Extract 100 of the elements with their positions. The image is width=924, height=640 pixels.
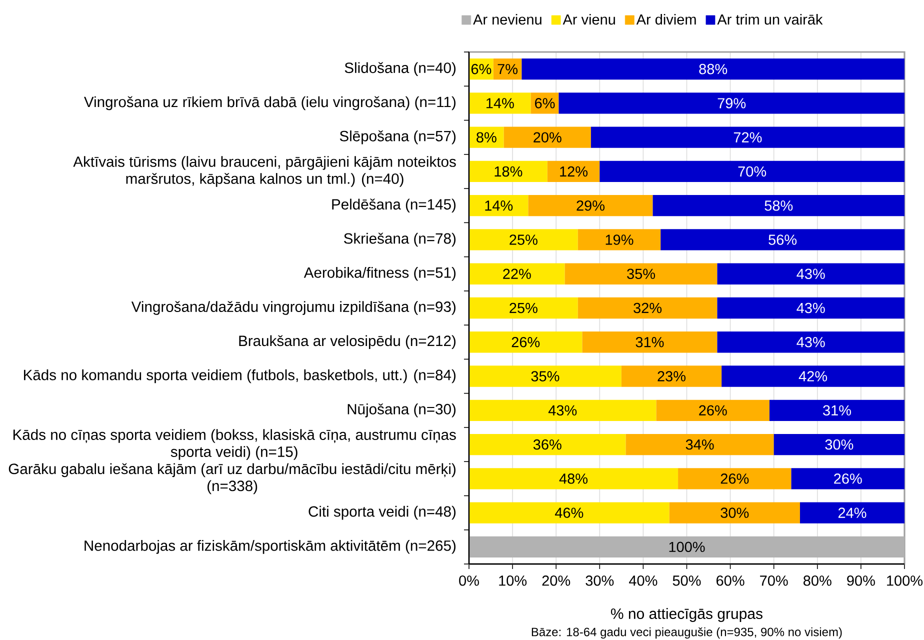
data-label: 22% [503, 268, 531, 279]
x-tick-label: 50% [672, 576, 701, 586]
data-label: 43% [796, 302, 825, 314]
bar [578, 297, 718, 319]
bar [468, 297, 578, 319]
bar [468, 400, 656, 421]
data-label: 30% [720, 508, 749, 518]
data-label: 36% [533, 439, 562, 450]
data-label: 46% [554, 508, 584, 518]
y-tick-label: Vingrošana uz rīkiem brīvā dabā (ielu vingrošana) (n=11) [84, 96, 456, 110]
x-tick-label: 80% [804, 576, 832, 586]
x-tick-label: 40% [629, 576, 658, 586]
bar [504, 126, 591, 148]
bar [468, 332, 582, 353]
bar [522, 58, 904, 80]
data-label: 56% [768, 234, 797, 245]
x-tick-label: 90% [847, 576, 875, 586]
bar [547, 160, 600, 182]
data-label: 7% [498, 64, 518, 74]
data-label: 42% [798, 371, 828, 382]
data-label: 26% [512, 336, 540, 348]
bar [590, 126, 904, 148]
legend-label: Ar nevienu [473, 14, 542, 25]
y-tick-label: Braukšana ar velosipēdu (n=212) [239, 335, 456, 350]
bar [800, 502, 904, 524]
data-label: 6% [471, 64, 492, 74]
data-label: 43% [548, 405, 577, 416]
data-label: 34% [686, 439, 714, 450]
y-tick-label: Slēpošana (n=57) [340, 130, 456, 144]
bar [660, 229, 904, 250]
bar [468, 195, 528, 216]
y-tick-label: Citi sporta veidi (n=48) [308, 506, 456, 520]
legend-label: Ar trim un vairāk [717, 14, 823, 25]
bar [582, 332, 718, 353]
data-label: 35% [531, 371, 560, 382]
x-axis-title: % no attiecīgās grupas [610, 608, 762, 622]
bar [468, 92, 531, 114]
data-label: 43% [796, 336, 825, 348]
bar [626, 434, 774, 456]
data-label: 24% [838, 508, 866, 518]
data-label: 88% [699, 64, 728, 74]
bar [578, 229, 661, 250]
y-tick-label: Peldēšana (n=145) [332, 198, 456, 213]
bar [717, 332, 904, 353]
data-label: 14% [485, 200, 513, 211]
bar [717, 297, 904, 319]
legend-label: Ar vienu [562, 14, 615, 25]
data-label: 12% [560, 166, 588, 177]
bar [652, 195, 904, 216]
x-tick-label: 30% [586, 576, 614, 586]
data-label: 70% [738, 166, 766, 177]
data-label: 20% [534, 132, 562, 142]
data-label: 19% [606, 234, 634, 245]
data-label: 43% [796, 268, 825, 279]
y-tick-label: Skriešana (n=78) [344, 232, 456, 247]
y-tick-label: Nenodarbojas ar fiziskām/sportiskām aktivitātēm (n=265) [84, 540, 456, 554]
x-tick-label: 100% [887, 576, 923, 586]
bar [600, 160, 904, 182]
bar [669, 502, 800, 524]
bar [791, 468, 904, 490]
data-label: 23% [658, 371, 686, 382]
bar [468, 536, 904, 558]
data-label: 26% [720, 474, 749, 484]
data-label: 100% [669, 542, 705, 552]
y-tick-label: Vingrošana/dažādu vingrojumu izpildīšana (n=93) [131, 301, 456, 315]
data-label: 26% [699, 405, 727, 416]
data-label: 31% [636, 336, 664, 348]
bar [528, 195, 653, 216]
bar [722, 366, 904, 387]
bar [468, 502, 670, 524]
y-tick-label: Nūjošana (n=30) [348, 403, 456, 418]
data-label: 25% [510, 234, 538, 245]
bar [468, 229, 578, 250]
data-label: 30% [825, 439, 854, 450]
bar [656, 400, 770, 421]
y-tick-label: Kāds no komandu sporta veidiem (futbols, basketbols, utt.) (n=84) [24, 369, 456, 384]
legend-label: Ar diviem [636, 14, 696, 25]
x-tick-label: 20% [542, 576, 570, 586]
x-tick-label: 60% [716, 576, 744, 586]
bar [468, 434, 626, 456]
bar [468, 468, 678, 490]
bar [769, 400, 904, 421]
bar [678, 468, 792, 490]
data-label: 79% [718, 98, 746, 108]
data-label: 29% [576, 200, 605, 211]
data-label: 25% [510, 302, 538, 314]
data-label: 48% [559, 474, 588, 484]
data-label: 18% [494, 166, 522, 177]
y-tick-label: Slidošana (n=40) [344, 62, 456, 76]
bar [468, 160, 548, 182]
data-label: 72% [734, 132, 762, 142]
x-tick-label: 10% [499, 576, 527, 586]
data-label: 8% [476, 132, 496, 142]
y-tick-label: Kāds no cīņas sporta veidiem (bokss, klasiskā cīņa, austrumu cīņas sporta veidi) (n=15) [13, 429, 456, 460]
data-label: 6% [535, 98, 555, 108]
data-label: 31% [823, 405, 851, 416]
data-label: 58% [764, 200, 793, 211]
text: Bāze: 18-64 gadu veci pieaugušie (n=935, 90% no visiem) [532, 627, 842, 639]
bar [468, 263, 565, 284]
x-tick-label: 70% [760, 576, 788, 586]
